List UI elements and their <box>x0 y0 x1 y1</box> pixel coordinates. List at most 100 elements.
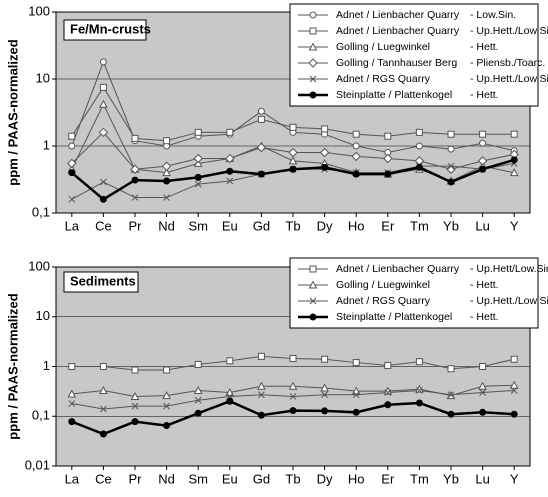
legend-label: Steinplatte / Plattenkogel <box>336 89 452 101</box>
marker <box>289 165 297 173</box>
y-tick-label: 0,01 <box>25 457 50 472</box>
marker <box>352 359 360 367</box>
marker <box>257 352 265 360</box>
x-tick-label: Er <box>381 218 395 233</box>
marker <box>509 168 519 177</box>
marker <box>383 153 393 164</box>
x-tick-label: Tb <box>285 218 300 233</box>
x-tick-label: Ce <box>95 471 112 486</box>
marker <box>309 265 317 273</box>
y-tick-label: 1 <box>43 137 50 152</box>
marker <box>68 400 76 407</box>
marker <box>99 430 107 438</box>
marker <box>416 387 423 394</box>
marker <box>130 164 140 174</box>
marker <box>446 164 456 174</box>
marker <box>321 407 329 415</box>
marker <box>415 128 423 136</box>
marker <box>225 387 235 397</box>
marker <box>68 363 76 370</box>
marker <box>100 405 107 413</box>
marker <box>321 391 328 399</box>
marker <box>256 142 267 153</box>
marker <box>131 402 139 410</box>
marker <box>288 156 298 165</box>
panel-label: Fe/Mn-crusts <box>70 21 151 36</box>
y-axis-label: ppm / PAAS-normalized <box>5 293 20 439</box>
marker <box>67 158 77 169</box>
marker <box>352 130 360 138</box>
marker <box>257 170 265 178</box>
marker <box>99 385 108 394</box>
x-tick-label: Lu <box>475 471 489 486</box>
marker <box>447 130 455 138</box>
marker <box>289 407 297 415</box>
marker <box>225 153 235 164</box>
y-tick-label: 10 <box>36 308 50 323</box>
marker <box>309 27 317 35</box>
marker <box>477 156 488 166</box>
marker <box>288 147 298 158</box>
marker <box>100 178 107 186</box>
marker <box>258 391 265 399</box>
marker <box>163 177 171 185</box>
x-tick-label: Pr <box>129 471 143 486</box>
marker <box>194 128 202 136</box>
legend-period: - Hett. <box>470 311 499 323</box>
marker <box>194 409 202 417</box>
marker <box>131 194 139 201</box>
marker <box>193 153 203 164</box>
marker <box>309 75 317 83</box>
x-tick-label: Ho <box>348 218 365 233</box>
x-tick-label: Lu <box>475 218 489 233</box>
marker <box>99 83 107 91</box>
legend-label: Golling / Luegwinkel <box>336 41 430 53</box>
marker <box>226 167 234 175</box>
marker <box>194 180 202 188</box>
x-tick-label: Tb <box>285 471 300 486</box>
marker <box>447 162 455 170</box>
y-tick-label: 100 <box>28 3 50 18</box>
marker <box>479 139 487 147</box>
marker <box>162 168 171 177</box>
y-tick-label: 100 <box>28 258 50 273</box>
x-tick-label: Tm <box>410 471 429 486</box>
marker <box>68 418 76 426</box>
marker <box>194 360 202 368</box>
legend-label: Adnet / Lienbacher Quarry <box>336 25 460 37</box>
y-tick-label: 1 <box>43 358 50 373</box>
marker <box>226 357 234 365</box>
marker <box>308 42 318 51</box>
y-tick-label: 0,1 <box>32 408 50 423</box>
legend-label: Steinplatte / Plattenkogel <box>336 311 452 323</box>
marker <box>479 408 487 416</box>
marker <box>226 177 234 185</box>
marker <box>308 58 318 68</box>
legend-period: - Hett. <box>470 41 499 53</box>
marker <box>289 123 297 131</box>
marker <box>309 297 317 305</box>
marker <box>479 389 486 396</box>
marker <box>447 178 455 186</box>
panel-label-box <box>63 19 147 41</box>
marker <box>99 99 108 108</box>
x-tick-label: Ho <box>348 471 365 486</box>
marker <box>510 355 518 363</box>
marker <box>352 391 360 399</box>
x-tick-label: Ce <box>95 218 112 233</box>
marker <box>384 132 392 140</box>
marker <box>309 11 317 19</box>
marker <box>384 389 392 396</box>
legend-label: Adnet / RGS Quarry <box>336 295 431 307</box>
marker <box>99 363 107 370</box>
marker <box>479 165 487 173</box>
marker <box>320 383 329 392</box>
legend-period: - Up.Hett./Low.Sin. <box>470 295 548 307</box>
marker <box>99 195 107 203</box>
marker <box>321 355 329 363</box>
legend-label: Golling / Luegwinkel <box>336 279 430 291</box>
panel-label: Sediments <box>70 273 136 288</box>
marker <box>321 163 329 171</box>
marker <box>226 128 234 136</box>
